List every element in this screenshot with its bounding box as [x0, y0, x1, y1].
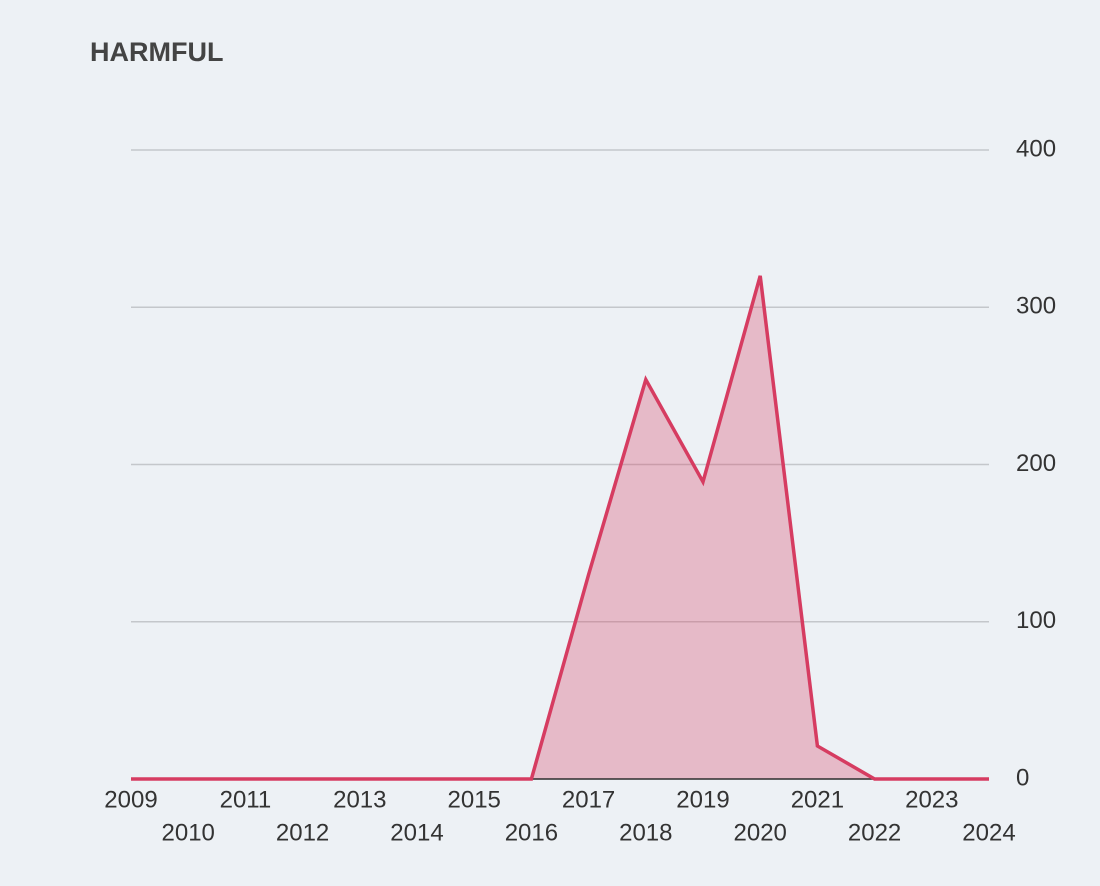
x-tick-label: 2023 — [905, 786, 958, 813]
x-tick-label: 2024 — [962, 819, 1015, 846]
x-tick-label: 2011 — [220, 786, 272, 813]
x-tick-label: 2020 — [734, 819, 787, 846]
y-tick-label: 0 — [1016, 764, 1029, 791]
x-tick-label: 2013 — [333, 786, 386, 813]
x-tick-label: 2015 — [448, 786, 501, 813]
x-tick-label: 2022 — [848, 819, 901, 846]
x-tick-label: 2017 — [562, 786, 615, 813]
x-tick-label: 2018 — [619, 819, 672, 846]
x-tick-label: 2010 — [162, 819, 215, 846]
y-tick-label: 300 — [1016, 293, 1056, 320]
x-tick-label: 2019 — [676, 786, 729, 813]
x-tick-label: 2016 — [505, 819, 558, 846]
area-line — [131, 275, 989, 781]
y-tick-label: 100 — [1016, 607, 1056, 634]
x-tick-label: 2012 — [276, 819, 329, 846]
y-tick-label: 400 — [1016, 135, 1056, 162]
y-tick-label: 200 — [1016, 450, 1056, 477]
chart-title: HARMFUL — [90, 37, 223, 67]
x-tick-label: 2009 — [104, 786, 157, 813]
x-tick-label: 2014 — [390, 819, 443, 846]
x-tick-label: 2021 — [791, 786, 844, 813]
